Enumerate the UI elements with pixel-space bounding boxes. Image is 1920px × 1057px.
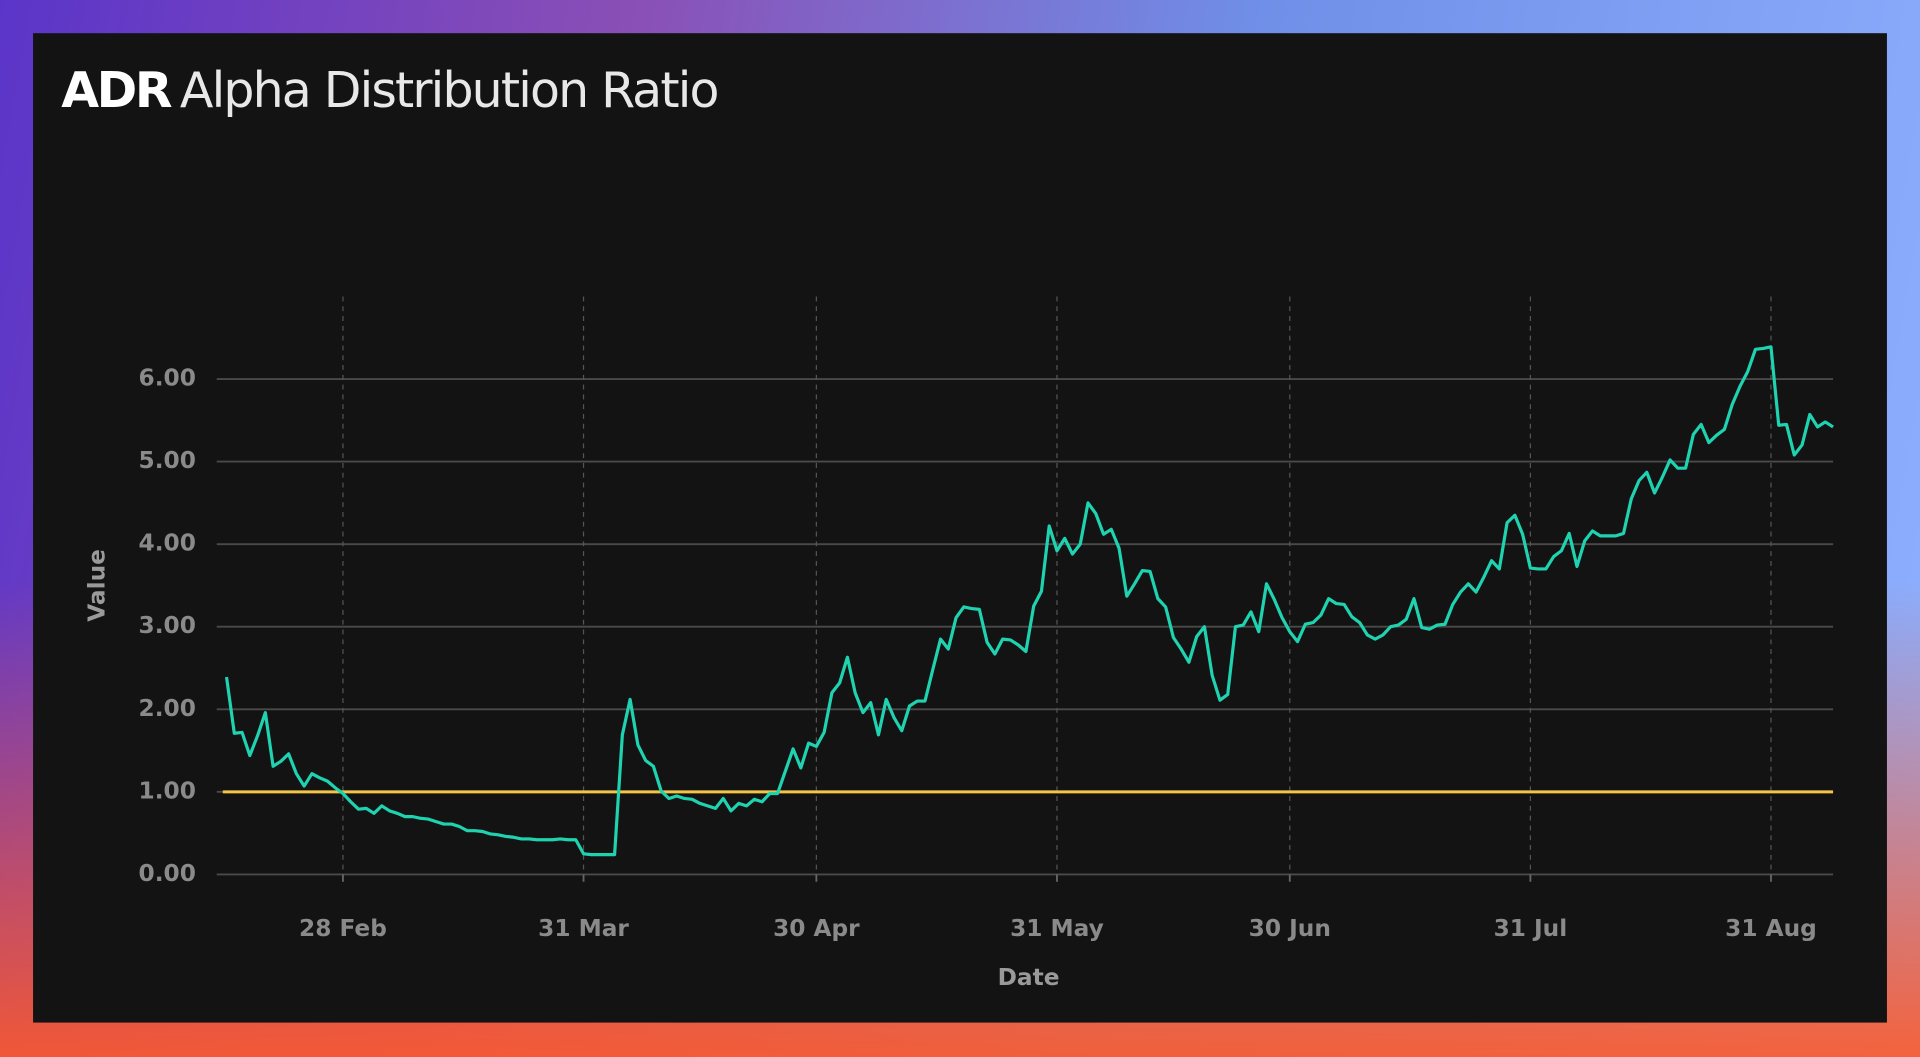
x-tick-label: 30 Jun <box>1249 915 1331 942</box>
y-axis-label: Value <box>83 549 110 622</box>
title-abbr: ADR <box>61 62 172 119</box>
y-tick-label: 1.00 <box>139 777 196 804</box>
panel <box>33 33 1887 1023</box>
x-tick-label: 31 Mar <box>538 915 629 942</box>
data-line <box>224 345 1834 857</box>
y-tick-label: 6.00 <box>139 365 196 392</box>
x-tick-label: 31 May <box>1010 915 1104 942</box>
chart-title: ADR Alpha Distribution Ratio <box>61 62 717 119</box>
y-tick-label: 4.00 <box>139 530 196 557</box>
y-tick-label: 2.00 <box>139 695 196 722</box>
x-tick-label: 30 Apr <box>773 915 860 942</box>
x-tick-label: 28 Feb <box>299 915 387 942</box>
x-tick-label: 31 Aug <box>1725 915 1817 942</box>
title-text: Alpha Distribution Ratio <box>180 62 718 119</box>
y-tick-label: 0.00 <box>139 860 196 887</box>
x-axis-label: Date <box>998 964 1060 991</box>
y-tick-label: 5.00 <box>139 447 196 474</box>
x-tick-label: 31 Jul <box>1494 915 1568 942</box>
y-tick-label: 3.00 <box>139 612 196 639</box>
